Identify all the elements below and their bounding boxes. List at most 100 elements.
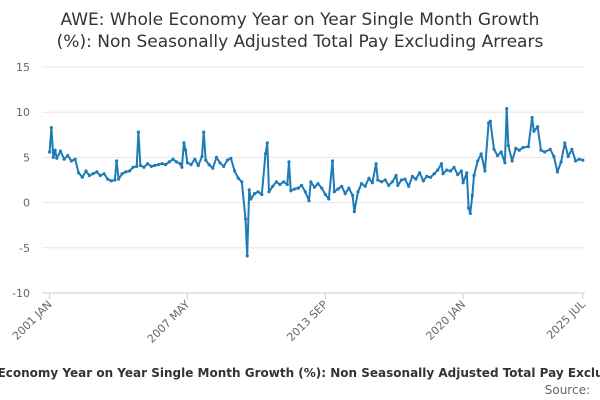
data-point[interactable] (505, 107, 509, 111)
data-point[interactable] (218, 161, 222, 165)
data-point[interactable] (174, 160, 179, 164)
data-point[interactable] (87, 173, 91, 178)
data-point[interactable] (370, 181, 374, 185)
data-point[interactable] (196, 163, 200, 168)
data-point[interactable] (120, 172, 124, 176)
data-point[interactable] (48, 150, 52, 154)
data-point[interactable] (577, 157, 581, 161)
data-point[interactable] (189, 163, 193, 167)
data-point[interactable] (62, 157, 66, 161)
data-point[interactable] (282, 180, 286, 184)
data-point[interactable] (49, 126, 54, 130)
data-point[interactable] (394, 173, 398, 178)
data-point[interactable] (351, 193, 355, 197)
data-point[interactable] (439, 162, 443, 166)
data-point[interactable] (421, 179, 425, 183)
data-point[interactable] (225, 158, 229, 162)
data-point[interactable] (359, 182, 364, 186)
data-point[interactable] (84, 169, 88, 173)
data-point[interactable] (53, 148, 57, 152)
data-point[interactable] (136, 130, 140, 134)
data-point[interactable] (461, 181, 465, 185)
data-point[interactable] (185, 161, 189, 165)
data-point[interactable] (278, 182, 282, 187)
data-point[interactable] (149, 164, 153, 168)
data-point[interactable] (479, 152, 483, 156)
data-point[interactable] (574, 159, 578, 163)
data-point[interactable] (387, 183, 391, 187)
data-point[interactable] (131, 165, 135, 169)
data-point[interactable] (142, 165, 146, 169)
data-point[interactable] (253, 192, 257, 196)
data-point[interactable] (256, 190, 260, 194)
data-point[interactable] (472, 173, 476, 178)
data-point[interactable] (312, 185, 317, 189)
data-point[interactable] (260, 192, 264, 197)
data-point[interactable] (510, 159, 514, 163)
data-point[interactable] (581, 158, 585, 162)
data-point[interactable] (566, 154, 570, 159)
data-point[interactable] (514, 146, 518, 150)
data-point[interactable] (249, 197, 253, 201)
data-point[interactable] (410, 174, 414, 178)
data-point[interactable] (543, 150, 547, 154)
data-point[interactable] (204, 158, 208, 162)
data-point[interactable] (267, 190, 271, 194)
data-point[interactable] (343, 192, 347, 196)
data-point[interactable] (418, 171, 422, 175)
data-point[interactable] (492, 147, 496, 151)
data-point[interactable] (106, 177, 110, 181)
data-point[interactable] (521, 145, 525, 150)
data-point[interactable] (383, 178, 387, 182)
data-point[interactable] (287, 160, 291, 164)
data-point[interactable] (307, 199, 311, 203)
data-point[interactable] (233, 169, 237, 173)
data-point[interactable] (117, 177, 121, 181)
data-point[interactable] (222, 164, 226, 168)
data-point[interactable] (488, 119, 492, 123)
data-point[interactable] (127, 169, 132, 173)
data-point[interactable] (115, 159, 119, 163)
data-point[interactable] (58, 149, 63, 153)
data-point[interactable] (265, 141, 269, 145)
data-point[interactable] (476, 159, 480, 163)
data-point[interactable] (441, 172, 445, 176)
data-point[interactable] (356, 190, 360, 194)
data-point[interactable] (499, 150, 503, 154)
data-point[interactable] (548, 147, 552, 151)
data-point[interactable] (309, 180, 313, 184)
data-point[interactable] (327, 197, 331, 201)
data-point[interactable] (207, 163, 211, 167)
data-point[interactable] (289, 189, 293, 193)
data-point[interactable] (425, 174, 429, 178)
data-point[interactable] (300, 183, 304, 187)
data-point[interactable] (73, 157, 77, 161)
data-point[interactable] (160, 162, 164, 166)
data-point[interactable] (379, 180, 384, 184)
data-point[interactable] (98, 173, 102, 178)
data-point[interactable] (178, 162, 182, 166)
data-point[interactable] (180, 165, 184, 169)
data-point[interactable] (330, 159, 335, 163)
data-point[interactable] (459, 169, 463, 173)
data-point[interactable] (138, 163, 142, 168)
data-point[interactable] (184, 148, 188, 152)
data-point[interactable] (245, 254, 249, 258)
data-point[interactable] (51, 155, 55, 159)
data-point[interactable] (236, 176, 240, 180)
data-point[interactable] (202, 130, 206, 134)
data-point[interactable] (274, 180, 278, 184)
data-point[interactable] (109, 179, 113, 183)
data-point[interactable] (452, 165, 456, 169)
data-point[interactable] (303, 190, 307, 194)
data-point[interactable] (211, 166, 215, 170)
data-point[interactable] (468, 211, 472, 215)
data-point[interactable] (316, 182, 320, 186)
data-point[interactable] (292, 187, 297, 191)
data-point[interactable] (436, 168, 440, 172)
data-point[interactable] (320, 186, 324, 190)
data-point[interactable] (536, 125, 540, 129)
data-point[interactable] (363, 184, 367, 188)
data-point[interactable] (124, 170, 128, 174)
data-point[interactable] (470, 193, 474, 197)
